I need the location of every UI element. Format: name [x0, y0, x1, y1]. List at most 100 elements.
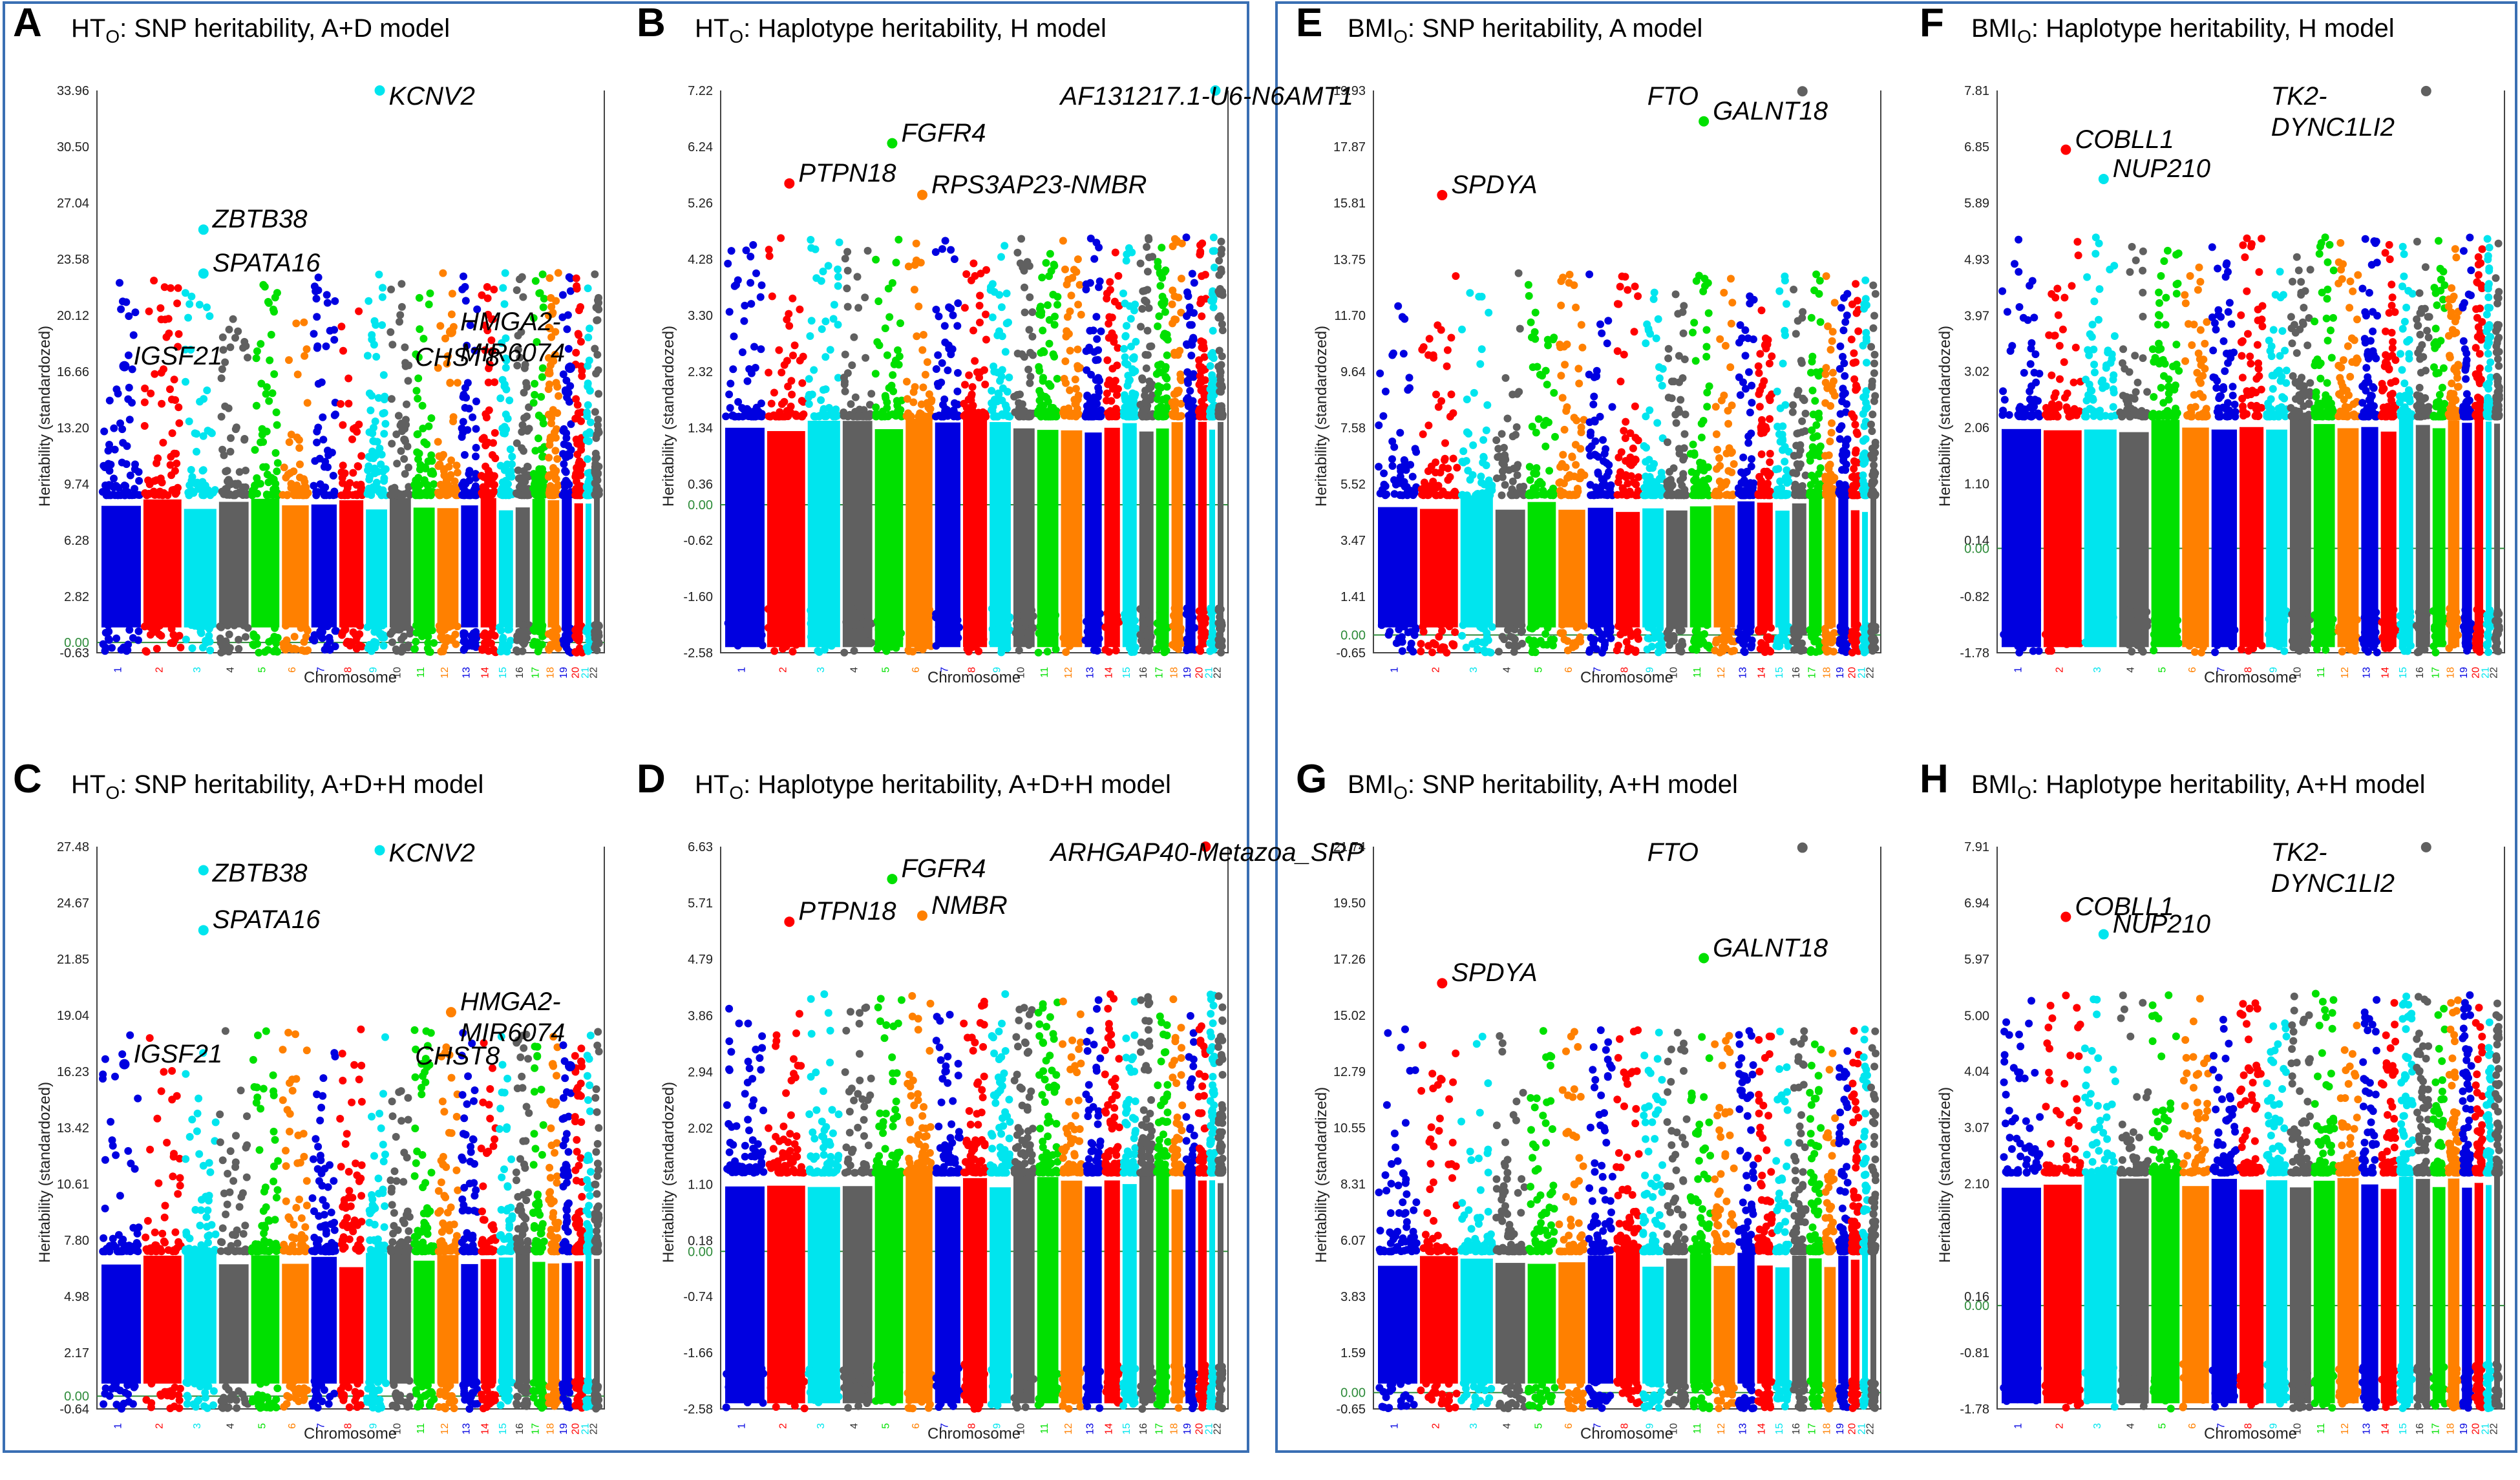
snp-point — [282, 622, 290, 629]
snp-point — [355, 308, 363, 315]
chromosome-10-band — [1666, 511, 1688, 628]
snp-point — [1507, 624, 1515, 632]
chromosome-tick-label: 22 — [1212, 667, 1223, 679]
chromosome-tick-label: 4 — [849, 667, 860, 673]
snp-point — [1103, 609, 1111, 617]
snp-point — [125, 312, 132, 320]
snp-point — [1218, 413, 1226, 421]
snp-point — [1070, 396, 1078, 403]
snp-point — [1604, 317, 1612, 324]
snp-point — [1757, 423, 1765, 431]
snp-point — [491, 481, 498, 489]
snp-point — [1598, 330, 1605, 337]
snp-point — [551, 428, 558, 436]
snp-point — [889, 371, 896, 379]
snp-point — [1044, 301, 1052, 309]
snp-point — [165, 315, 173, 322]
snp-point — [1509, 432, 1517, 440]
snp-point — [1190, 370, 1198, 378]
snp-point — [310, 330, 318, 338]
snp-point — [341, 624, 349, 632]
chromosome-tick-label: 18 — [1169, 667, 1180, 679]
snp-point — [1807, 646, 1815, 654]
snp-point — [1121, 300, 1129, 308]
snp-point — [1783, 300, 1790, 308]
snp-point — [158, 632, 165, 640]
chromosome-4-points — [840, 247, 875, 657]
snp-point — [1664, 629, 1671, 637]
chromosome-21-band — [586, 503, 591, 628]
snp-point — [1409, 473, 1417, 481]
snp-point — [461, 629, 469, 637]
snp-point — [1123, 257, 1130, 264]
chromosome-12-band — [438, 508, 459, 628]
snp-point — [792, 641, 800, 649]
snp-point — [222, 489, 229, 496]
snp-point — [154, 454, 162, 462]
chromosome-tick-label: 2 — [154, 667, 165, 673]
snp-point — [1739, 454, 1747, 461]
snp-point — [1217, 314, 1225, 322]
snp-point — [365, 462, 372, 470]
snp-point — [1681, 490, 1689, 498]
snp-point — [1408, 640, 1415, 648]
snp-point — [1500, 444, 1508, 452]
snp-point — [1216, 366, 1224, 374]
chromosome-tick-label: 13 — [1738, 667, 1749, 679]
snp-point — [1728, 449, 1735, 457]
snp-point — [1013, 249, 1021, 257]
chromosome-6-band — [1558, 510, 1585, 628]
snp-point — [234, 328, 242, 335]
snp-point — [807, 633, 815, 640]
snp-point — [375, 394, 383, 402]
snp-point — [538, 627, 546, 635]
snp-point — [1828, 337, 1836, 345]
snp-point — [1469, 441, 1477, 449]
snp-point — [1816, 443, 1824, 451]
snp-point — [1154, 322, 1161, 330]
snp-point — [1017, 259, 1024, 267]
snp-point — [112, 635, 120, 642]
snp-point — [454, 379, 461, 386]
snp-point — [155, 491, 163, 499]
snp-point — [1432, 484, 1440, 492]
snp-point — [1132, 624, 1140, 632]
snp-point — [1680, 444, 1688, 452]
snp-point — [911, 286, 918, 293]
snp-point — [1715, 454, 1723, 462]
snp-point — [1173, 631, 1181, 639]
snp-point — [253, 354, 260, 362]
snp-point — [1566, 271, 1574, 279]
snp-point — [1474, 638, 1481, 646]
snp-point — [1716, 462, 1724, 470]
snp-point — [116, 279, 123, 287]
snp-point — [1831, 392, 1839, 399]
snp-point — [1530, 469, 1538, 477]
snp-point — [938, 359, 946, 367]
snp-point — [854, 273, 862, 280]
snp-point — [1389, 462, 1397, 470]
snp-point — [903, 378, 911, 386]
snp-point — [1189, 613, 1196, 621]
snp-point — [562, 469, 570, 476]
snp-point — [1519, 483, 1527, 491]
snp-point — [922, 371, 929, 379]
snp-point — [499, 639, 507, 647]
peak-point-3 — [446, 327, 456, 337]
snp-point — [338, 631, 346, 639]
snp-point — [756, 618, 763, 626]
snp-point — [1801, 427, 1809, 435]
snp-point — [1155, 368, 1163, 376]
snp-point — [1646, 456, 1653, 463]
snp-point — [1004, 388, 1011, 396]
snp-point — [938, 245, 946, 253]
snp-point — [469, 414, 476, 421]
snp-point — [1668, 491, 1675, 499]
snp-point — [1446, 473, 1454, 481]
snp-point — [882, 624, 889, 631]
snp-point — [1599, 436, 1607, 444]
snp-point — [330, 472, 337, 480]
chromosome-4-band — [219, 502, 249, 627]
snp-point — [1659, 365, 1667, 373]
